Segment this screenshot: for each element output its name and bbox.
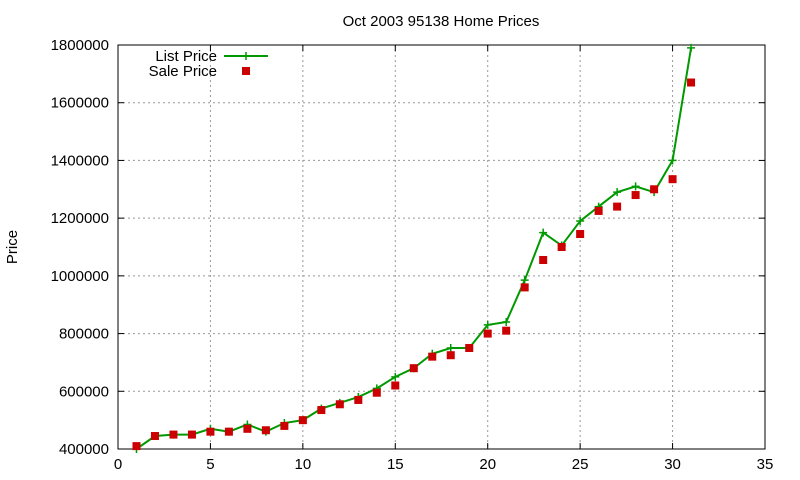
data-point-list-price bbox=[483, 320, 492, 329]
data-point-sale-price bbox=[335, 400, 344, 409]
y-tick-label: 600000 bbox=[59, 383, 109, 400]
data-point-sale-price bbox=[298, 416, 307, 425]
y-tick-label: 1000000 bbox=[51, 268, 109, 285]
data-point-sale-price bbox=[169, 430, 178, 439]
grid-lines bbox=[118, 45, 765, 449]
data-point-sale-price bbox=[576, 230, 585, 239]
data-point-sale-price bbox=[557, 243, 566, 251]
data-point-list-price bbox=[446, 344, 455, 352]
data-point-sale-price bbox=[446, 351, 455, 360]
data-point-list-price bbox=[613, 188, 622, 197]
legend-label-sale-price: Sale Price bbox=[149, 63, 217, 80]
data-point-list-price bbox=[539, 228, 548, 237]
y-axis-label: Price bbox=[4, 230, 21, 264]
data-point-list-price bbox=[391, 372, 400, 381]
data-point-sale-price bbox=[224, 427, 233, 436]
x-tick-label: 25 bbox=[572, 456, 589, 473]
y-tick-label: 400000 bbox=[59, 441, 109, 458]
data-point-sale-price bbox=[243, 424, 252, 433]
data-point-sale-price bbox=[465, 344, 474, 352]
data-point-sale-price bbox=[687, 78, 696, 87]
data-point-sale-price bbox=[539, 255, 548, 264]
series-layer bbox=[132, 43, 696, 453]
data-point-sale-price bbox=[132, 442, 141, 451]
x-tick-label: 35 bbox=[757, 456, 774, 473]
y-tick-label: 1200000 bbox=[51, 210, 109, 227]
x-tick-label: 15 bbox=[387, 456, 404, 473]
series-line-list-price bbox=[135, 47, 693, 450]
data-point-sale-price bbox=[280, 421, 289, 430]
plot-frame bbox=[117, 44, 766, 450]
x-tick-label: 20 bbox=[479, 456, 496, 473]
data-point-sale-price bbox=[502, 326, 511, 335]
data-point-sale-price bbox=[650, 185, 659, 194]
data-point-sale-price bbox=[372, 388, 381, 397]
data-point-list-price bbox=[520, 276, 529, 285]
data-point-sale-price bbox=[206, 427, 215, 436]
legend: List Price Sale Price bbox=[149, 48, 268, 80]
y-tick-label: 1800000 bbox=[51, 37, 109, 54]
data-point-sale-price bbox=[261, 426, 270, 435]
data-point-list-price bbox=[576, 217, 585, 226]
y-tick-label: 800000 bbox=[59, 326, 109, 343]
data-point-sale-price bbox=[594, 206, 603, 215]
data-point-sale-price bbox=[354, 395, 363, 404]
data-point-sale-price bbox=[428, 352, 437, 361]
chart-title: Oct 2003 95138 Home Prices bbox=[343, 13, 540, 30]
data-point-list-price bbox=[687, 43, 696, 52]
data-point-sale-price bbox=[317, 406, 326, 415]
data-point-sale-price bbox=[150, 432, 159, 441]
legend-marker-sale-price bbox=[242, 67, 250, 75]
data-point-list-price bbox=[668, 156, 677, 165]
data-point-sale-price bbox=[631, 191, 640, 200]
data-point-list-price bbox=[631, 182, 640, 191]
data-point-list-price bbox=[502, 318, 511, 327]
data-point-sale-price bbox=[668, 175, 677, 184]
data-point-sale-price bbox=[613, 202, 622, 211]
x-tick-label: 10 bbox=[295, 456, 312, 473]
legend-label-list-price: List Price bbox=[155, 48, 217, 65]
legend-marker-list-price bbox=[242, 52, 250, 60]
x-tick-label: 5 bbox=[206, 456, 214, 473]
data-point-sale-price bbox=[483, 329, 492, 338]
axis-ticks: 0 5 10 15 20 25 30 35 400000 600000 800000 1000000 1… bbox=[51, 37, 774, 473]
data-point-sale-price bbox=[391, 381, 400, 390]
data-point-sale-price bbox=[409, 364, 418, 373]
data-point-sale-price bbox=[187, 430, 196, 439]
y-tick-label: 1400000 bbox=[51, 152, 109, 169]
y-tick-label: 1600000 bbox=[51, 95, 109, 112]
x-tick-label: 30 bbox=[664, 456, 681, 473]
data-point-sale-price bbox=[520, 283, 529, 292]
x-tick-label: 0 bbox=[114, 456, 122, 473]
